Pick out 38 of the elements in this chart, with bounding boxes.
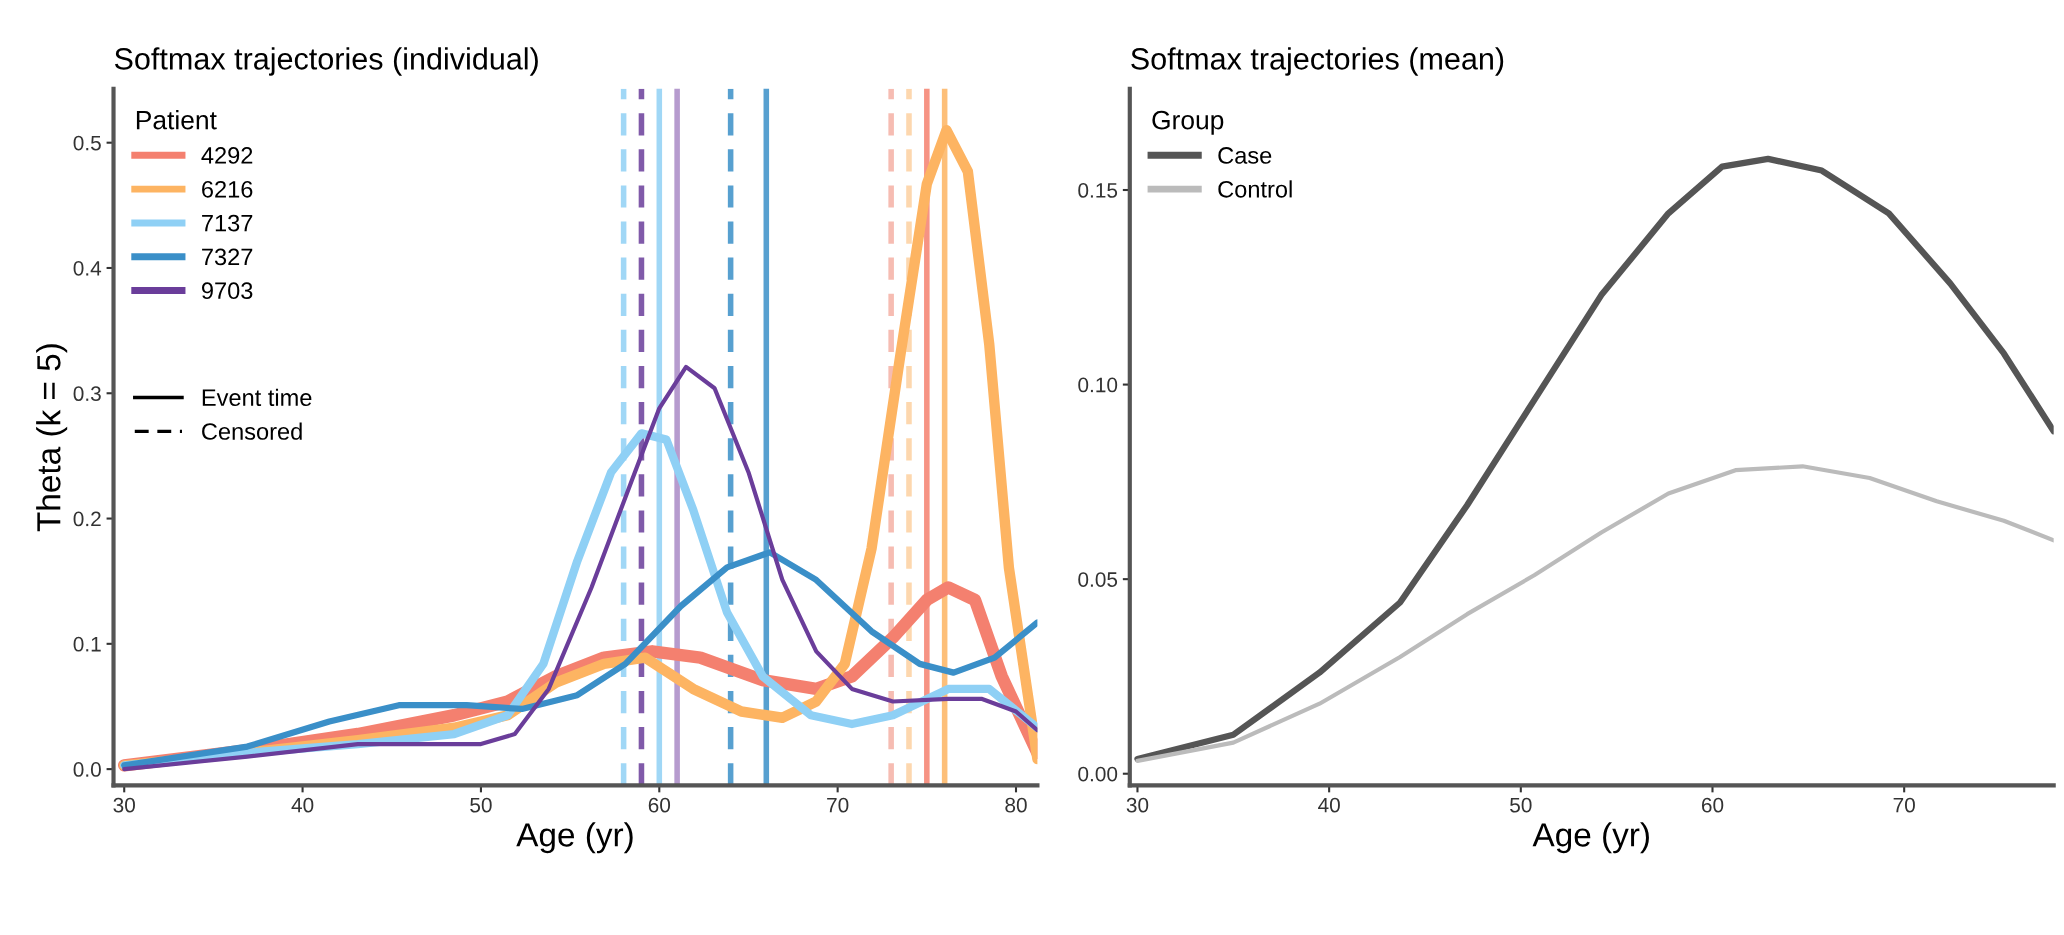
legend-label: 6216 bbox=[202, 180, 253, 198]
legend-label: 9703 bbox=[201, 282, 253, 300]
x-tick-label: 40 bbox=[1318, 797, 1340, 813]
x-tick-label: 80 bbox=[1005, 797, 1027, 813]
y-tick-label: 0.0 bbox=[73, 762, 101, 777]
y-tick-label: 0.15 bbox=[1078, 183, 1118, 198]
x-tick-label: 70 bbox=[827, 797, 849, 813]
x-tick-label: 70 bbox=[1893, 797, 1915, 813]
y-tick-label: 0.1 bbox=[73, 636, 101, 652]
y-tick-label: 0.5 bbox=[73, 135, 101, 151]
y-tick-label: 0.4 bbox=[73, 260, 102, 276]
legend-title: Group bbox=[1152, 110, 1224, 135]
x-tick-label: 50 bbox=[1510, 797, 1532, 813]
annotation: Event time bbox=[202, 388, 312, 407]
y-tick-label: 0.2 bbox=[73, 511, 101, 527]
x-tick-label: 50 bbox=[470, 797, 492, 813]
x-tick-label: 40 bbox=[291, 797, 314, 813]
x-axis-title: Age (yr) bbox=[516, 822, 633, 854]
y-tick-label: 0.05 bbox=[1078, 572, 1118, 587]
chart-title: Softmax trajectories (mean) bbox=[1131, 47, 1504, 76]
legend-title: Patient bbox=[136, 110, 217, 130]
legend-label: 4292 bbox=[201, 147, 253, 164]
y-tick-label: 0.3 bbox=[73, 386, 101, 402]
x-axis-title: Age (yr) bbox=[1532, 822, 1649, 854]
x-tick-label: 60 bbox=[1701, 797, 1724, 813]
x-tick-label: 30 bbox=[1126, 797, 1149, 813]
legend-label: 7137 bbox=[202, 214, 253, 232]
legend-label: 7327 bbox=[202, 248, 253, 266]
chart-title: Softmax trajectories (individual) bbox=[114, 47, 538, 76]
y-tick-label: 0.00 bbox=[1078, 766, 1118, 782]
y-axis-title: Theta (k = 5) bbox=[36, 344, 68, 532]
x-tick-label: 60 bbox=[648, 797, 671, 813]
line-series bbox=[1135, 464, 2054, 763]
x-tick-label: 30 bbox=[113, 797, 135, 813]
y-tick-label: 0.10 bbox=[1078, 377, 1118, 393]
legend-label: Case bbox=[1218, 147, 1272, 164]
legend-label: Control bbox=[1218, 180, 1292, 198]
annotation: Censored bbox=[202, 422, 302, 440]
